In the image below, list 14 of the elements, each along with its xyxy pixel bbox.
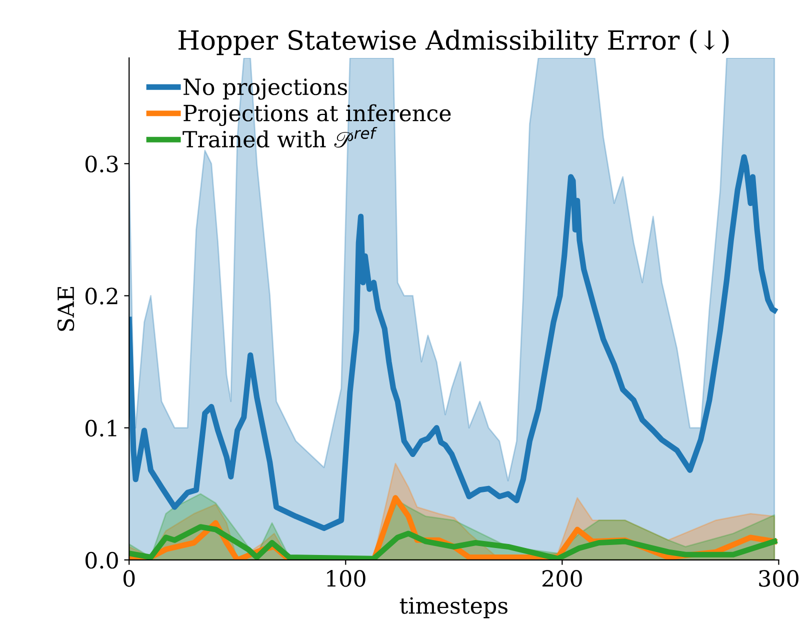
y-tick-label: 0.3: [86, 156, 118, 172]
x-tick-label: 300: [759, 570, 798, 587]
x-axis-title: timesteps: [400, 597, 508, 618]
legend-label: Projections at inference: [184, 104, 451, 126]
y-tick-label: 0.0: [86, 552, 118, 569]
x-tick-label: 0: [124, 570, 135, 587]
legend-label: No projections: [184, 78, 348, 100]
chart-title: Hopper Statewise Admissibility Error (↓): [178, 30, 729, 56]
x-tick-label: 200: [542, 570, 582, 587]
legend-label: Trained with 𝒫$^{ref}$: [182, 126, 378, 148]
y-axis-title: SAE: [57, 286, 74, 331]
x-tick-label: 100: [327, 570, 366, 587]
y-tick-label: 0.2: [86, 288, 118, 304]
y-tick-label: 0.1: [86, 420, 116, 437]
